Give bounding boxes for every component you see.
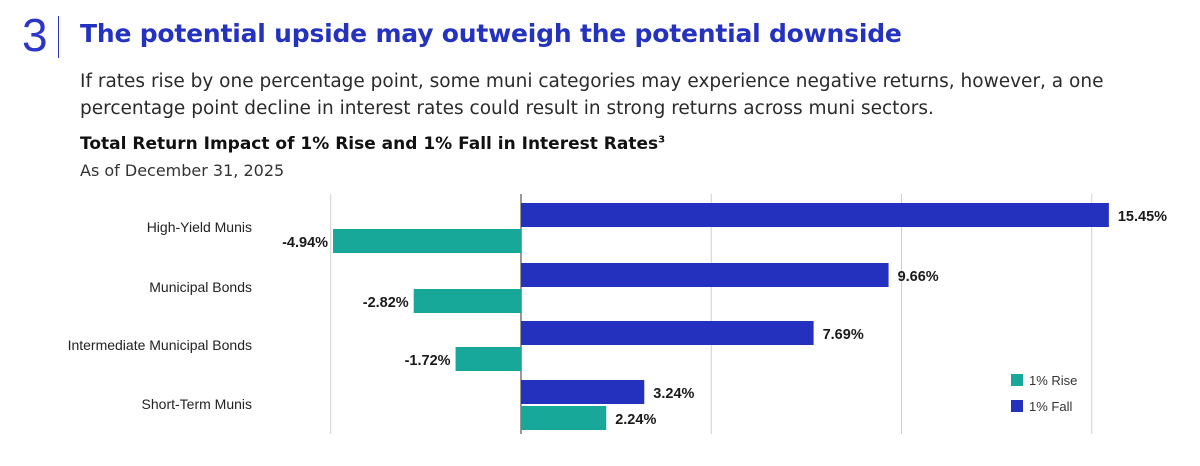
legend-label: 1% Fall — [1029, 399, 1072, 414]
bar-1-rise — [333, 229, 521, 253]
data-label: 2.24% — [615, 412, 656, 428]
data-label: 15.45% — [1118, 209, 1167, 225]
chart-title: Total Return Impact of 1% Rise and 1% Fa… — [80, 134, 665, 154]
data-label: 3.24% — [653, 386, 694, 402]
category-label: High-Yield Munis — [147, 219, 252, 235]
page-headline: The potential upside may outweigh the po… — [80, 19, 902, 48]
legend-swatch — [1011, 374, 1023, 386]
data-label: 9.66% — [898, 269, 939, 285]
bar-1-fall — [521, 321, 814, 345]
legend-label: 1% Rise — [1029, 373, 1077, 388]
step-divider — [58, 16, 59, 58]
chart-subtitle: As of December 31, 2025 — [80, 161, 285, 180]
bar-1-rise — [413, 289, 521, 313]
category-label: Intermediate Municipal Bonds — [68, 337, 252, 353]
data-label: -2.82% — [363, 295, 409, 311]
bar-1-fall — [521, 380, 645, 404]
category-label: Short-Term Munis — [142, 396, 252, 412]
legend-swatch — [1011, 400, 1023, 412]
step-number: 3 — [22, 9, 48, 61]
data-label: -1.72% — [405, 353, 451, 369]
category-label: Municipal Bonds — [149, 279, 252, 295]
bar-1-fall — [521, 263, 889, 287]
intro-paragraph: If rates rise by one percentage point, s… — [80, 71, 1104, 119]
chart-title-footnote: 3 — [658, 134, 666, 146]
bar-chart: High-Yield Munis 15.45% -4.94% Municipal Bo… — [68, 194, 1167, 434]
data-label: 7.69% — [823, 327, 864, 343]
bar-1-rise — [521, 406, 607, 430]
chart-title-text: Total Return Impact of 1% Rise and 1% Fa… — [80, 134, 659, 154]
bar-1-rise — [455, 347, 521, 371]
bar-1-fall — [521, 203, 1109, 227]
data-label: -4.94% — [282, 235, 328, 251]
